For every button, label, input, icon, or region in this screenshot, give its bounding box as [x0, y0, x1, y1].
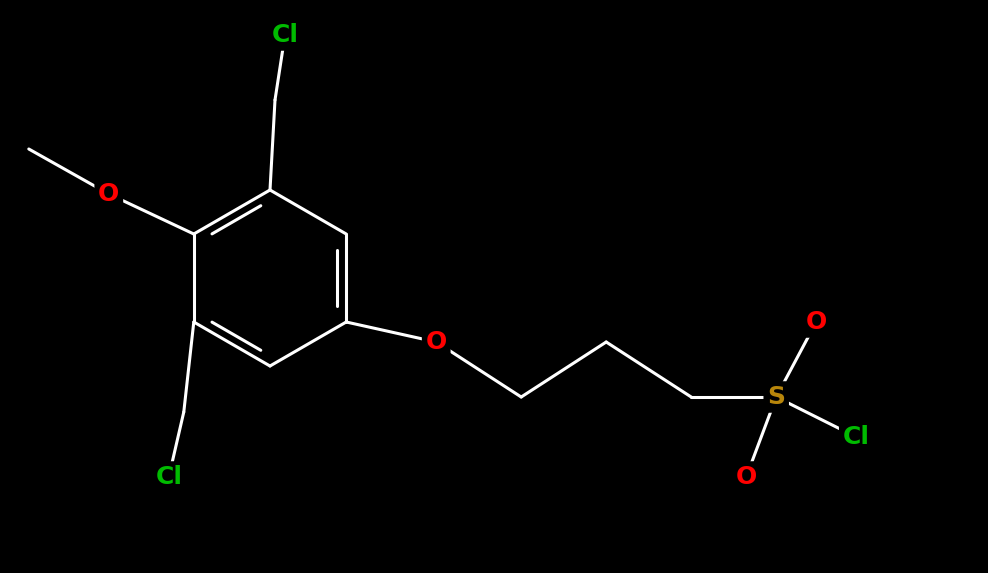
- Text: S: S: [768, 385, 785, 409]
- Text: O: O: [736, 465, 757, 489]
- Text: O: O: [426, 330, 447, 354]
- Text: Cl: Cl: [843, 425, 869, 449]
- Text: Cl: Cl: [272, 23, 298, 47]
- Text: O: O: [805, 310, 827, 334]
- Text: O: O: [98, 182, 120, 206]
- Text: Cl: Cl: [155, 465, 183, 489]
